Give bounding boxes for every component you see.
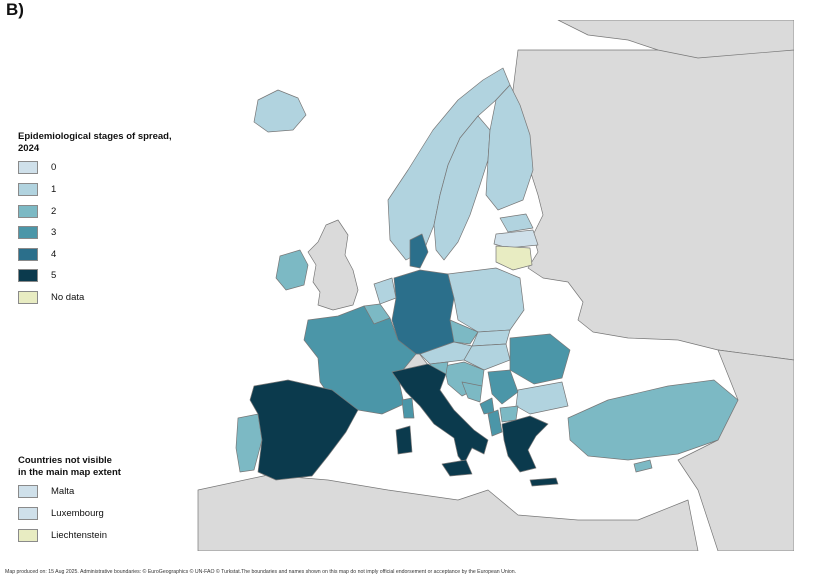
legend-swatch	[18, 247, 38, 261]
country-germany	[391, 269, 459, 355]
country-sicily	[441, 459, 473, 477]
country-north-macedonia	[499, 405, 519, 423]
legend-label: 0	[51, 161, 57, 173]
panel-label: B)	[6, 0, 24, 19]
legend-swatch	[18, 160, 38, 174]
legend-label: 1	[51, 183, 57, 195]
europe-map	[158, 20, 794, 551]
non-member-north-africa	[197, 474, 699, 551]
not-visible-title-line2: in the main map extent	[18, 467, 121, 478]
not-visible-title-line1: Countries not visible	[18, 455, 112, 466]
not-visible-item-liechtenstein: Liechtenstein	[18, 527, 107, 543]
country-estonia	[499, 213, 534, 233]
country-turkiye	[567, 379, 739, 461]
legend-label: 4	[51, 248, 57, 260]
legend-item-3: 3	[18, 224, 56, 240]
legend-swatch	[18, 290, 38, 304]
country-czechia	[449, 319, 479, 345]
legend-item-5: 5	[18, 267, 56, 283]
not-visible-item-malta: Malta	[18, 483, 74, 499]
country-sardinia	[395, 425, 413, 455]
non-member-arctic	[557, 20, 794, 59]
legend-title-line1: Epidemiological stages of spread,	[18, 131, 172, 142]
country-denmark	[409, 233, 429, 269]
country-spain	[249, 379, 359, 481]
legend-item-1: 1	[18, 181, 56, 197]
country-iceland	[253, 89, 307, 133]
legend-swatch	[18, 225, 38, 239]
country-albania	[487, 409, 503, 437]
not-visible-item-luxembourg: Luxembourg	[18, 505, 104, 521]
non-member-great-britain	[307, 219, 359, 311]
country-serbia	[487, 369, 519, 405]
country-ireland	[275, 249, 309, 291]
country-lithuania	[495, 245, 533, 271]
legend-label: Luxembourg	[51, 507, 104, 519]
map-credit: Map produced on: 15 Aug 2025. Administra…	[5, 569, 517, 575]
legend-swatch	[18, 528, 38, 542]
legend-item-no-data: No data	[18, 289, 84, 305]
legend-label: Liechtenstein	[51, 529, 107, 541]
legend-item-0: 0	[18, 159, 56, 175]
country-latvia	[493, 229, 539, 249]
country-corsica	[401, 397, 415, 419]
legend-title-line2: 2024	[18, 143, 40, 154]
legend-item-4: 4	[18, 246, 56, 262]
country-france	[303, 305, 417, 415]
country-italy	[391, 363, 489, 465]
legend-swatch	[18, 182, 38, 196]
country-cyprus	[633, 459, 653, 473]
country-bulgaria	[515, 381, 569, 415]
legend-title: Epidemiological stages of spread, 2024	[18, 131, 172, 155]
legend-label: 3	[51, 226, 57, 238]
legend-swatch	[18, 484, 38, 498]
country-bosnia	[461, 381, 483, 403]
legend-item-2: 2	[18, 203, 56, 219]
legend-label: 5	[51, 269, 57, 281]
country-slovakia	[471, 329, 511, 347]
legend-label: 2	[51, 205, 57, 217]
country-crete	[529, 477, 559, 487]
country-finland	[485, 84, 534, 211]
country-greece	[501, 415, 549, 473]
legend-label: No data	[51, 291, 85, 303]
legend-label: Malta	[51, 485, 75, 497]
not-visible-title: Countries not visible in the main map ex…	[18, 455, 121, 479]
legend-swatch	[18, 268, 38, 282]
legend-swatch	[18, 506, 38, 520]
legend-swatch	[18, 204, 38, 218]
